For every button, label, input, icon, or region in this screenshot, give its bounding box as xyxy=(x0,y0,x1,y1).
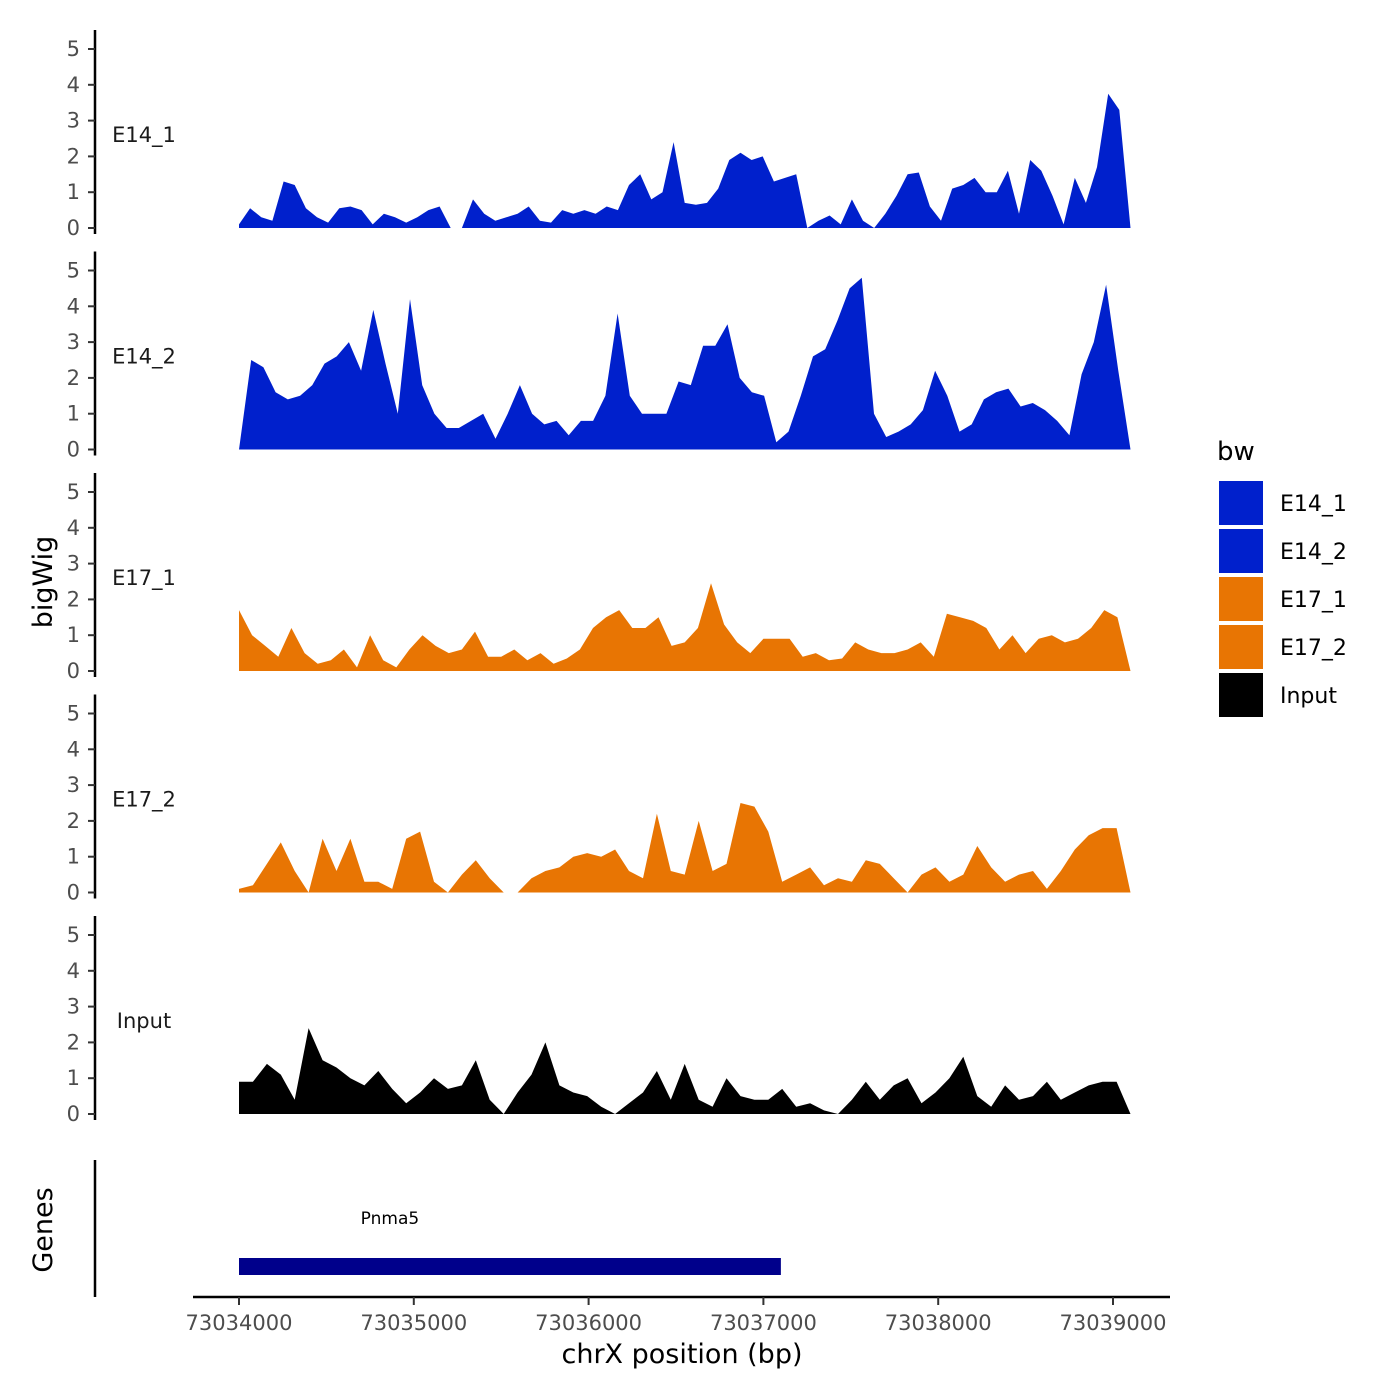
x-tick-label: 73034000 xyxy=(186,1311,293,1335)
y-tick-label: 3 xyxy=(67,109,80,133)
legend-swatch xyxy=(1217,671,1265,719)
legend-title: bw xyxy=(1217,437,1255,467)
track-label: E14_1 xyxy=(112,123,176,148)
y-tick-label: 2 xyxy=(67,1030,80,1054)
track-e14-1: 0 1 2 3 4 5 E14_1 xyxy=(67,30,1131,240)
y-tick-label: 4 xyxy=(67,959,80,983)
track-input: 0 1 2 3 4 5 Input xyxy=(67,916,1131,1126)
x-axis-title: chrX position (bp) xyxy=(561,1339,802,1370)
signal-area-e14-2 xyxy=(239,277,1131,450)
legend-label: Input xyxy=(1280,684,1337,709)
x-tick-label: 73035000 xyxy=(360,1311,467,1335)
x-axis: 73034000 73035000 73036000 73037000 73038000… xyxy=(186,1295,1170,1335)
y-tick-label: 5 xyxy=(67,923,80,947)
legend-label: E17_1 xyxy=(1280,588,1347,613)
track-label: Input xyxy=(117,1009,171,1033)
y-tick-label: 2 xyxy=(67,587,80,611)
x-tick-label: 73037000 xyxy=(710,1311,817,1335)
x-tick-label: 73039000 xyxy=(1060,1311,1167,1335)
legend-swatch xyxy=(1217,623,1265,671)
y-tick-label: 4 xyxy=(67,73,80,97)
legend-label: E14_1 xyxy=(1280,492,1347,517)
x-tick-label: 73038000 xyxy=(885,1311,992,1335)
y-tick-label: 4 xyxy=(67,516,80,540)
y-tick-label: 1 xyxy=(67,623,80,647)
y-tick-label: 5 xyxy=(67,480,80,504)
gene-track: Genes Pnma5 xyxy=(28,1160,781,1297)
y-tick-label: 3 xyxy=(67,773,80,797)
y-tick-label: 0 xyxy=(67,881,80,905)
track-label: E17_1 xyxy=(112,566,176,591)
y-tick-label: 0 xyxy=(67,438,80,462)
signal-area-e17-2 xyxy=(239,803,1131,893)
signal-area-e14-1 xyxy=(239,93,1131,228)
y-tick-label: 4 xyxy=(67,737,80,761)
track-label: E14_2 xyxy=(112,345,176,370)
legend-swatch xyxy=(1217,479,1265,527)
legend-label: E17_2 xyxy=(1280,636,1347,661)
y-tick-label: 3 xyxy=(67,330,80,354)
y-tick-label: 2 xyxy=(67,809,80,833)
y-axis-title: bigWig xyxy=(28,536,59,629)
signal-area-e17-1 xyxy=(239,583,1131,671)
y-tick-label: 1 xyxy=(67,1066,80,1090)
legend-swatch xyxy=(1217,575,1265,623)
track-e17-1: 0 1 2 3 4 5 E17_1 xyxy=(67,473,1131,683)
y-tick-label: 1 xyxy=(67,402,80,426)
gene-body xyxy=(239,1258,781,1275)
y-tick-label: 1 xyxy=(67,845,80,869)
y-tick-label: 4 xyxy=(67,294,80,318)
gene-name-label: Pnma5 xyxy=(361,1209,420,1229)
track-e14-2: 0 1 2 3 4 5 E14_2 xyxy=(67,251,1131,462)
y-tick-label: 5 xyxy=(67,259,80,283)
y-tick-label: 0 xyxy=(67,659,80,683)
y-tick-label: 5 xyxy=(67,37,80,61)
x-tick-label: 73036000 xyxy=(535,1311,642,1335)
signal-tracks: 0 1 2 3 4 5 E14_1 0 1 2 3 4 5 E14_2 0 1 2 3 4 5 E17_1 0 1 2 3 4 5 E… xyxy=(67,30,1131,1126)
signal-area-input xyxy=(239,1028,1131,1114)
y-tick-label: 0 xyxy=(67,1102,80,1126)
y-tick-label: 2 xyxy=(67,144,80,168)
y-tick-label: 0 xyxy=(67,216,80,240)
legend-swatch xyxy=(1217,527,1265,575)
y-tick-label: 3 xyxy=(67,995,80,1019)
track-e17-2: 0 1 2 3 4 5 E17_2 xyxy=(67,694,1131,905)
y-tick-label: 1 xyxy=(67,180,80,204)
gene-track-label: Genes xyxy=(28,1187,59,1272)
y-tick-label: 2 xyxy=(67,366,80,390)
y-tick-label: 3 xyxy=(67,552,80,576)
track-label: E17_2 xyxy=(112,788,176,813)
legend-label: E14_2 xyxy=(1280,540,1347,565)
y-tick-label: 5 xyxy=(67,702,80,726)
legend: bw E14_1 E14_2 E17_1 E17_2 Input xyxy=(1217,437,1347,719)
